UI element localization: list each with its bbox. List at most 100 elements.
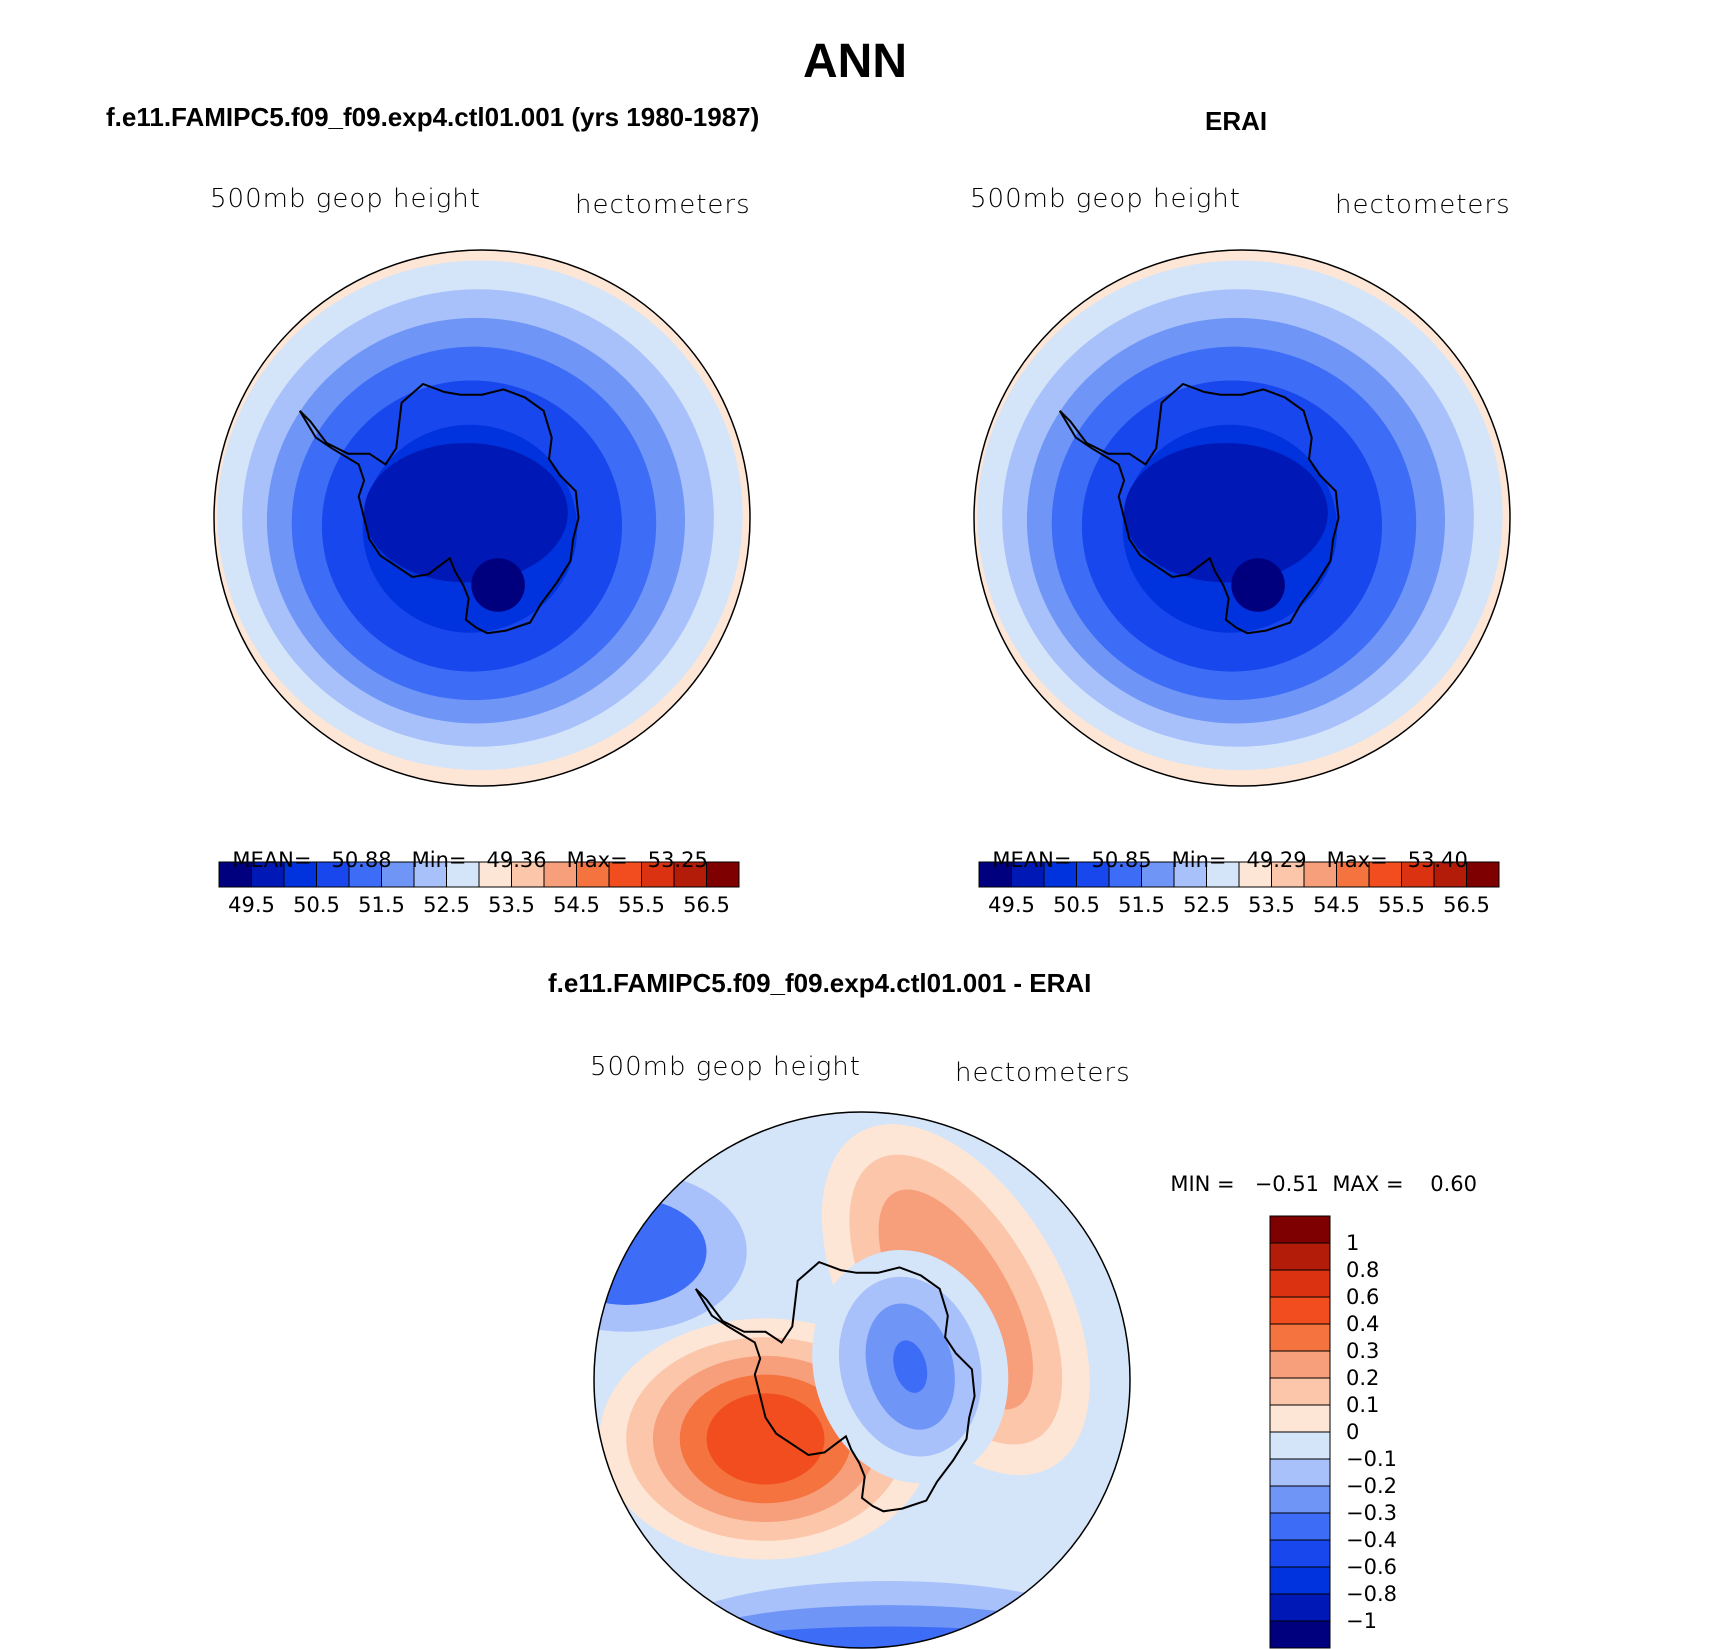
model-colorbar-tick-label: 54.5 xyxy=(553,893,600,917)
diff-min-value: −0.51 xyxy=(1254,1172,1320,1196)
model-colorbar-box-5 xyxy=(381,861,415,888)
diff-colorbar-tick-label: 0.6 xyxy=(1346,1285,1380,1309)
diff-panel-title: f.e11.FAMIPC5.f09_f09.exp4.ctl01.001 - E… xyxy=(548,968,1092,998)
model-mean-value: 50.88 xyxy=(331,848,392,872)
obs-colorbar-box-4 xyxy=(1108,861,1142,888)
model-colorbar-box-9 xyxy=(511,861,545,888)
obs-colorbar-box-3 xyxy=(1076,861,1110,888)
model-colorbar-tick-label: 53.5 xyxy=(488,893,535,917)
model-colorbar-box-12 xyxy=(608,861,642,888)
model-colorbar-box-11 xyxy=(576,861,610,888)
diff-colorbar-box-7 xyxy=(1269,1404,1331,1433)
model-colorbar-box-3 xyxy=(316,861,350,888)
diff-stats: MIN = −0.51 MAX = 0.60 xyxy=(1157,1148,1477,1196)
diff-colorbar-box-9 xyxy=(1269,1458,1331,1487)
obs-colorbar-tick-label: 49.5 xyxy=(988,893,1035,917)
diff-colorbar-box-3 xyxy=(1269,1296,1331,1325)
diff-min-label: MIN = xyxy=(1170,1172,1235,1196)
diff-negative-bottom-2 xyxy=(701,1626,1077,1648)
diff-colorbar-tick-label: 0.3 xyxy=(1346,1339,1380,1363)
diff-max-label: MAX = xyxy=(1332,1172,1404,1196)
diff-positive-lobe-4 xyxy=(706,1393,825,1485)
diff-colorbar-tick-label: −0.6 xyxy=(1346,1555,1397,1579)
diff-colorbar-tick-label: 0.1 xyxy=(1346,1393,1380,1417)
model-min-value: 49.36 xyxy=(486,848,547,872)
obs-coastline xyxy=(1058,382,1340,635)
obs-left-label: 500mb geop height xyxy=(970,184,1241,214)
model-mean-label: MEAN= xyxy=(232,848,312,872)
model-colorbar-tick-label: 50.5 xyxy=(293,893,340,917)
diff-colorbar-box-11 xyxy=(1269,1512,1331,1541)
diff-colorbar-tick-label: 1 xyxy=(1346,1231,1360,1255)
diff-colorbar-box-2 xyxy=(1269,1269,1331,1298)
model-colorbar-box-10 xyxy=(543,861,577,888)
model-min-label: Min= xyxy=(411,848,467,872)
obs-colorbar-box-8 xyxy=(1238,861,1272,888)
model-core-band xyxy=(364,442,568,583)
model-coastline xyxy=(298,382,580,635)
model-colorbar-box-1 xyxy=(251,861,285,888)
model-colorbar-box-2 xyxy=(283,861,317,888)
obs-colorbar-box-10 xyxy=(1303,861,1337,888)
model-colorbar-box-7 xyxy=(446,861,480,888)
diff-colorbar-box-5 xyxy=(1269,1350,1331,1379)
obs-fill xyxy=(974,250,1510,786)
model-colorbar-tick-label: 51.5 xyxy=(358,893,405,917)
diff-map-border xyxy=(593,1111,1131,1649)
obs-colorbar-tick-label: 51.5 xyxy=(1118,893,1165,917)
obs-colorbar-box-6 xyxy=(1173,861,1207,888)
model-stats: MEAN= 50.88 Min= 49.36 Max= 53.25 xyxy=(219,824,708,872)
diff-max-value: 0.60 xyxy=(1430,1172,1478,1196)
diff-colorbar-tick-label: −0.3 xyxy=(1346,1501,1397,1525)
obs-colorbar-box-0 xyxy=(978,861,1012,888)
model-max-label: Max= xyxy=(566,848,628,872)
obs-min-center xyxy=(1231,558,1285,612)
diff-colorbar-tick-label: 0 xyxy=(1346,1420,1360,1444)
obs-panel-title: ERAI xyxy=(1205,106,1268,136)
obs-colorbar-box-13 xyxy=(1401,861,1435,888)
diff-colorbar-tick-label: −0.2 xyxy=(1346,1474,1397,1498)
obs-max-value: 53.40 xyxy=(1407,848,1468,872)
model-max-value: 53.25 xyxy=(647,848,708,872)
model-colorbar-tick-label: 55.5 xyxy=(618,893,665,917)
obs-colorbar-tick-label: 50.5 xyxy=(1053,893,1100,917)
model-colorbar-tick-label: 49.5 xyxy=(228,893,275,917)
obs-colorbar-box-1 xyxy=(1011,861,1045,888)
obs-core-band xyxy=(1124,442,1328,583)
obs-colorbar-tick-label: 53.5 xyxy=(1248,893,1295,917)
diff-colorbar-tick-label: 0.8 xyxy=(1346,1258,1380,1282)
obs-colorbar-tick-label: 52.5 xyxy=(1183,893,1230,917)
diff-colorbar-box-8 xyxy=(1269,1431,1331,1460)
model-colorbar-tick-label: 56.5 xyxy=(683,893,730,917)
diff-colorbar-tick-label: −0.8 xyxy=(1346,1582,1397,1606)
model-colorbar-tick-label: 52.5 xyxy=(423,893,470,917)
obs-max-label: Max= xyxy=(1326,848,1388,872)
diff-left-label: 500mb geop height xyxy=(590,1052,861,1082)
model-colorbar-box-0 xyxy=(218,861,252,888)
diff-colorbar-box-14 xyxy=(1269,1593,1331,1622)
diff-colorbar-box-1 xyxy=(1269,1242,1331,1271)
obs-min-value: 49.29 xyxy=(1246,848,1307,872)
diff-colorbar-tick-label: 0.2 xyxy=(1346,1366,1380,1390)
obs-right-label: hectometers xyxy=(1335,190,1511,220)
diff-fill xyxy=(594,1112,1130,1648)
diff-colorbar-box-15 xyxy=(1269,1620,1331,1649)
obs-stats: MEAN= 50.85 Min= 49.29 Max= 53.40 xyxy=(979,824,1468,872)
obs-min-label: Min= xyxy=(1171,848,1227,872)
obs-map-border xyxy=(973,249,1511,787)
model-fill xyxy=(214,250,750,786)
diff-right-label: hectometers xyxy=(955,1058,1131,1088)
diff-colorbar-tick-label: 0.4 xyxy=(1346,1312,1380,1336)
obs-colorbar-box-15 xyxy=(1466,861,1500,888)
model-map-border xyxy=(213,249,751,787)
model-colorbar-box-6 xyxy=(413,861,447,888)
obs-colorbar-tick-label: 56.5 xyxy=(1443,893,1490,917)
diff-colorbar-tick-label: −1 xyxy=(1346,1609,1377,1633)
diff-colorbar-box-13 xyxy=(1269,1566,1331,1595)
obs-colorbar-tick-label: 54.5 xyxy=(1313,893,1360,917)
diff-coastline xyxy=(694,1260,976,1513)
model-right-label: hectometers xyxy=(575,190,751,220)
model-panel-title: f.e11.FAMIPC5.f09_f09.exp4.ctl01.001 (yr… xyxy=(106,102,760,132)
diff-colorbar-box-6 xyxy=(1269,1377,1331,1406)
